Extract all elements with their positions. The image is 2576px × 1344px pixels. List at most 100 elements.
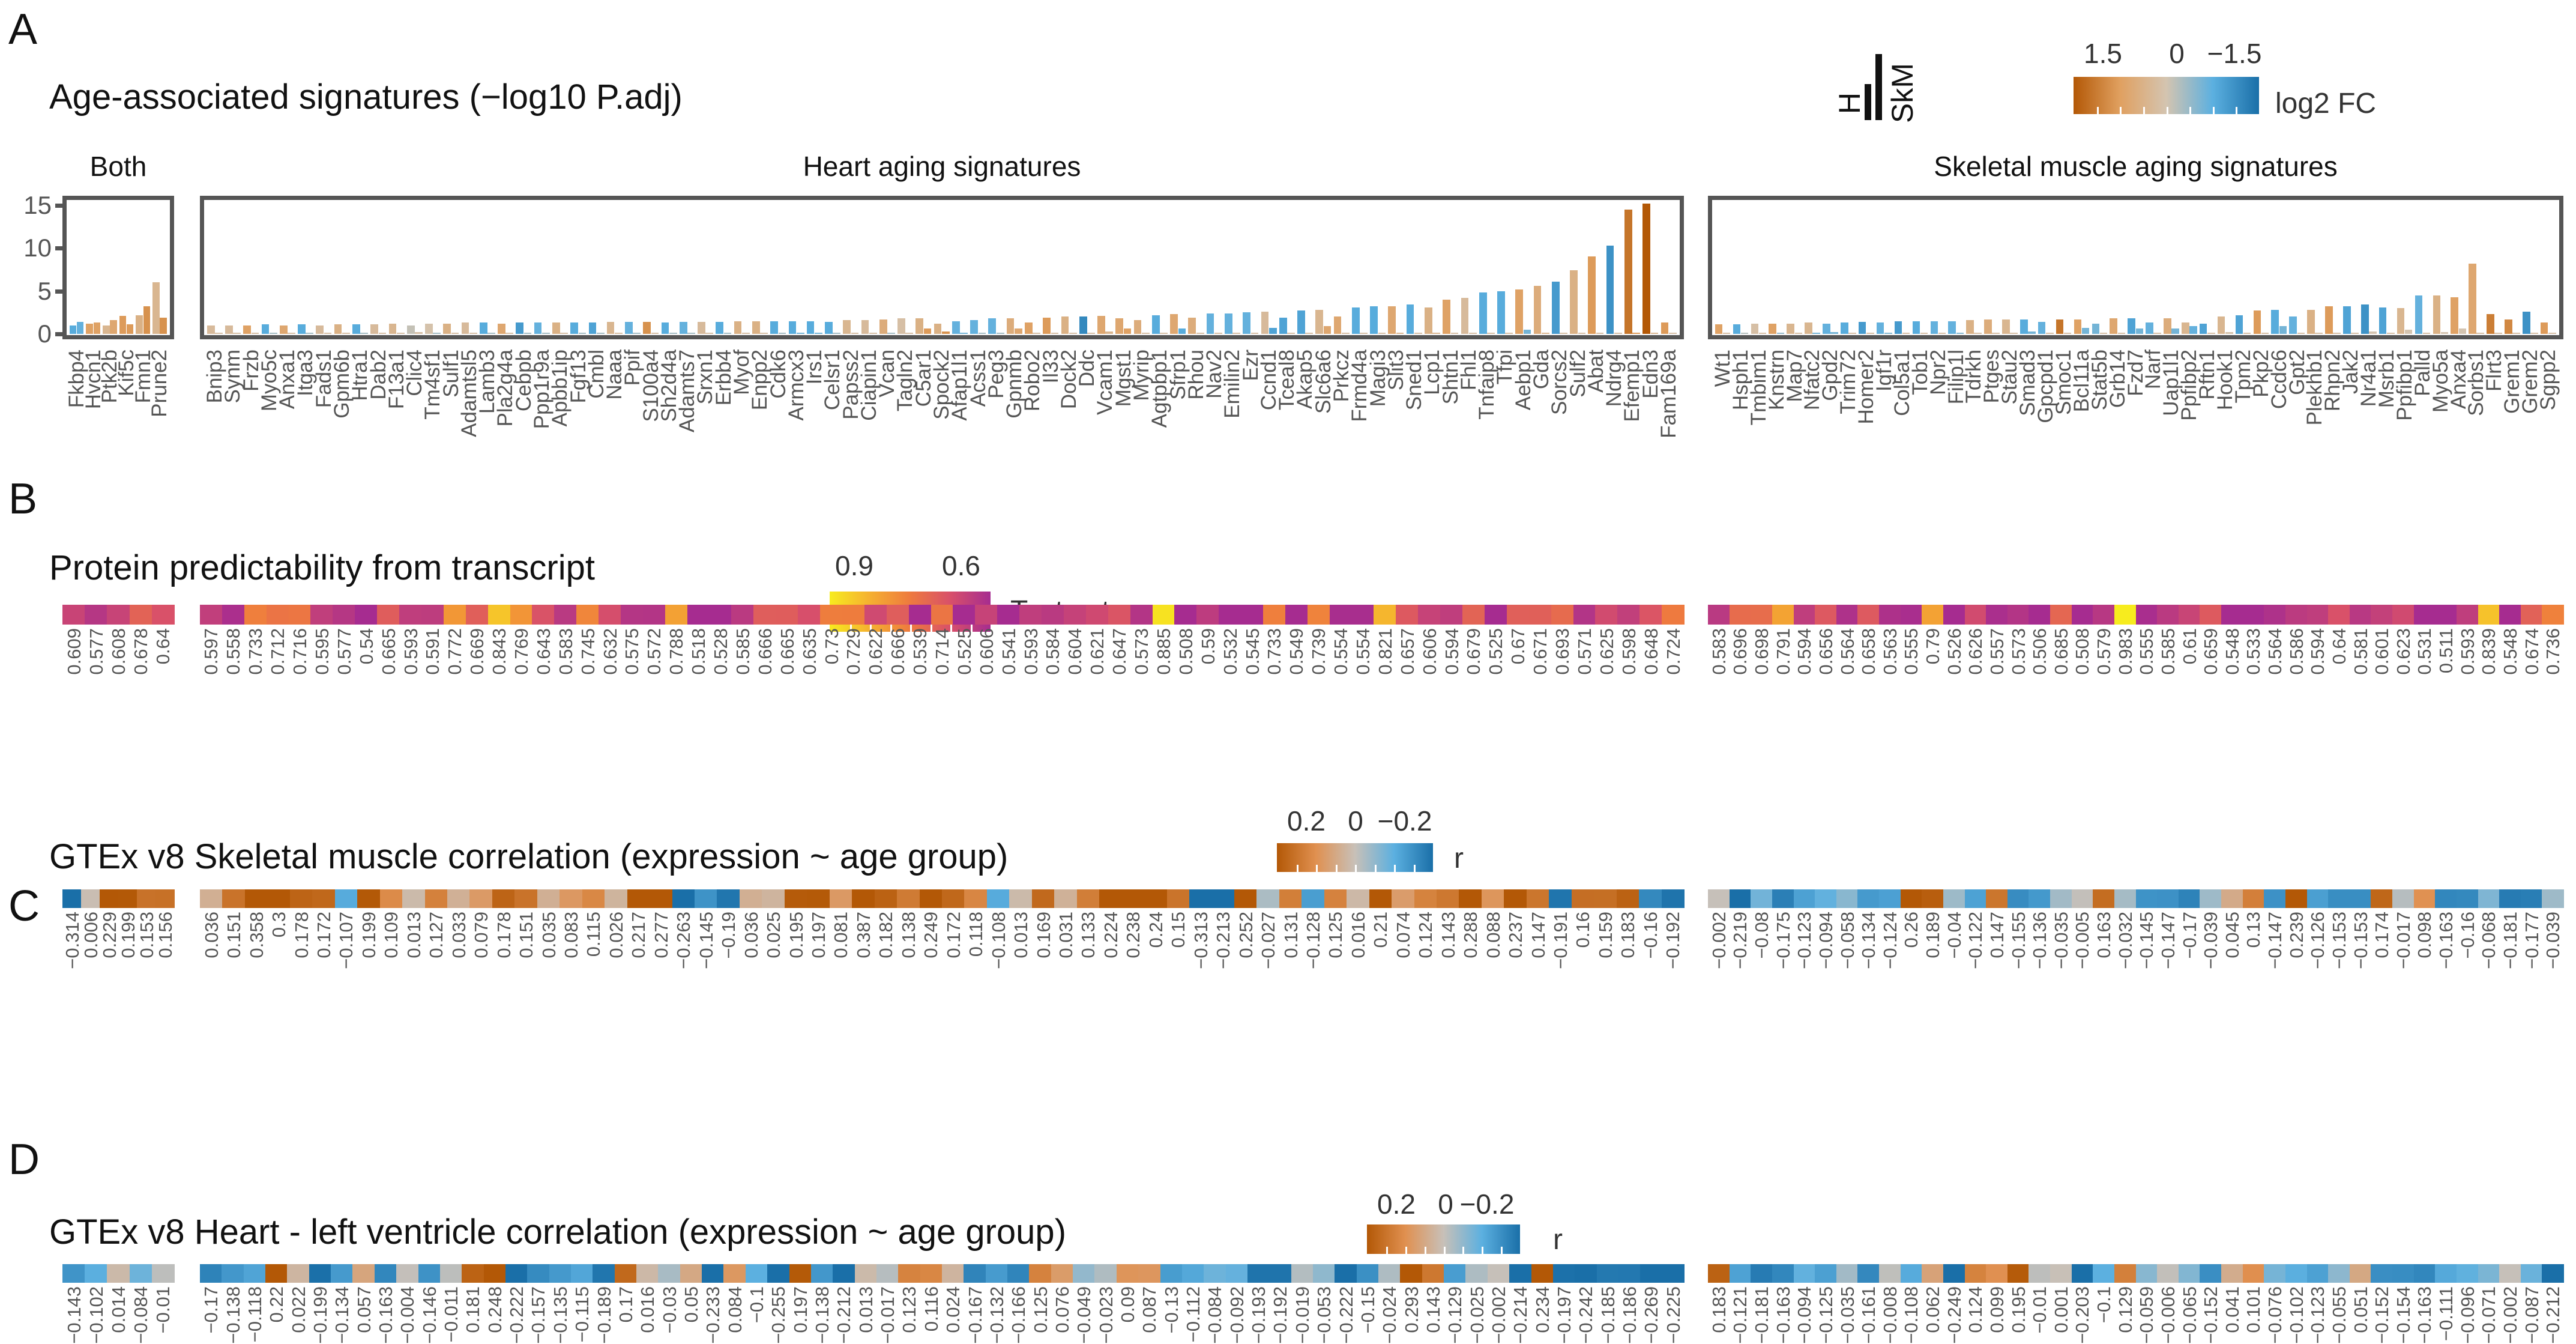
gtex-heart-r-value: 0.183 xyxy=(1708,1286,1730,1333)
protein-r-cell xyxy=(1815,605,1837,625)
gtex-skm-r-value: 0.143 xyxy=(1437,912,1459,958)
gtex-heart-r-value: −0.132 xyxy=(986,1286,1007,1344)
protein-r-cell xyxy=(1440,605,1463,625)
gtex-skm-r-value: 0.217 xyxy=(628,912,650,958)
gtex-heart-r-cell xyxy=(2050,1264,2072,1283)
protein-r-value: 0.554 xyxy=(1353,628,1374,675)
gtex-heart-r-value: 0.09 xyxy=(1117,1286,1138,1323)
gtex-skm-r-value: −0.039 xyxy=(2542,912,2564,969)
gtex-heart-r-value: 0.143 xyxy=(1422,1286,1444,1333)
gtex-heart-r-cell xyxy=(789,1264,812,1283)
gtex-skm-r-cell xyxy=(1751,889,1773,908)
gtex-skm-r-value: −0.124 xyxy=(1879,912,1901,969)
gtex-heart-r-cell xyxy=(658,1264,681,1283)
protein-r-value: 0.575 xyxy=(621,628,643,675)
bar-heart-Akap5 xyxy=(1297,310,1305,334)
bar-heart-Prune2 xyxy=(152,282,160,334)
protein-r-cell xyxy=(510,605,533,625)
gtex-heart-r-value: −0.163 xyxy=(375,1286,396,1344)
bar-heart-Col5a1 xyxy=(1902,333,1910,334)
bar-heart-Aebp1 xyxy=(1515,289,1524,334)
y-tick-label: 0 xyxy=(37,319,52,348)
protein-r-cell xyxy=(1964,605,1986,625)
protein-r-value: 0.608 xyxy=(108,628,129,675)
bar-heart-Filip1l xyxy=(1956,333,1964,334)
protein-r-value: 0.606 xyxy=(1419,628,1440,675)
gtex-skm-r-cell xyxy=(1943,889,1965,908)
bar-heart-Ppfibp1 xyxy=(2404,329,2413,334)
gtex-heart-r-cell xyxy=(129,1264,152,1283)
gtex-heart-r-value: −0.096 xyxy=(2457,1286,2478,1344)
gtex-skm-r-cell xyxy=(919,889,943,908)
bar-heart-Apbb1ip xyxy=(552,322,560,334)
legend-skm-bar xyxy=(1875,54,1882,120)
protein-r-cell xyxy=(2071,605,2093,625)
bar-skm-Mgst1 xyxy=(1123,328,1132,334)
bar-skm-Edn3 xyxy=(1650,333,1659,334)
gtex-heart-r-value: −0.17 xyxy=(201,1286,222,1334)
gtex-heart-r-cell xyxy=(1356,1264,1379,1283)
gtex-heart-r-cell xyxy=(527,1264,550,1283)
protein-r-value: 0.594 xyxy=(2307,628,2329,675)
gtex-skm-r-value: 0.147 xyxy=(1986,912,2007,958)
gtex-skm-r-value: 0.016 xyxy=(1347,912,1369,958)
bar-heart-Uap1l1 xyxy=(2171,328,2179,334)
gtex-skm-r-cell xyxy=(1986,889,2008,908)
bar-heart-Rhpn2 xyxy=(2333,333,2341,334)
bar-skm-Akap5 xyxy=(1305,333,1314,334)
gtex-heart-r-value: −0.135 xyxy=(549,1286,571,1344)
protein-r-cell xyxy=(1418,605,1441,625)
gtex-skm-r-value: 0.045 xyxy=(2221,912,2243,958)
protein-r-value: 0.61 xyxy=(2179,628,2200,665)
gtex-heart-r-value: −0.084 xyxy=(130,1286,152,1344)
gtex-heart-r-cell xyxy=(702,1264,725,1283)
bar-skm-Erbb4 xyxy=(723,333,732,334)
gtex-skm-r-cell xyxy=(2050,889,2072,908)
bar-skm-Ppp1r9a xyxy=(542,333,550,334)
r_heart-tick-mark xyxy=(1405,1247,1407,1254)
protein-r-cell xyxy=(532,605,555,625)
bar-heart-Ppif xyxy=(625,321,633,334)
gtex-heart-r-cell xyxy=(723,1264,746,1283)
gtex-heart-r-cell xyxy=(2435,1264,2457,1283)
gtex-heart-r-value: −0.129 xyxy=(1444,1286,1466,1344)
bar-heart-Ppfibp2 xyxy=(2189,326,2197,334)
gtex-skm-r-value: −0.027 xyxy=(1258,912,1279,969)
bar-skm-Ddc xyxy=(1087,333,1095,334)
bar-heart-Papss2 xyxy=(843,320,851,334)
bar-heart-Vcan xyxy=(879,319,887,334)
bar-heart-S100a4 xyxy=(643,321,651,334)
gtex-heart-r-value: −0.185 xyxy=(1597,1286,1618,1344)
bar-heart-Mgst1 xyxy=(1115,318,1124,334)
gtex-skm-r-cell xyxy=(874,889,897,908)
protein-r-value: 0.594 xyxy=(1794,628,1815,675)
gtex-skm-r-cell xyxy=(379,889,403,908)
gtex-heart-r-cell xyxy=(2178,1264,2200,1283)
gtex-skm-r-cell xyxy=(2285,889,2308,908)
bar-skm-Robo2 xyxy=(1033,333,1041,334)
gtex-skm-r-cell xyxy=(155,889,175,908)
bar-heart-C5ar1 xyxy=(915,318,924,334)
gtex-skm-r-cell xyxy=(1166,889,1190,908)
gtex-heart-r-cell xyxy=(1509,1264,1532,1283)
protein-r-cell xyxy=(2520,605,2542,625)
protein-r-cell xyxy=(1396,605,1419,625)
bar-skm-Plekhb1 xyxy=(2307,309,2315,334)
bar-skm-Flrt3 xyxy=(2487,314,2494,334)
fc-tick-mark xyxy=(2120,107,2122,114)
bar-heart-Stat5b xyxy=(2099,333,2108,334)
gtex-heart-r-cell xyxy=(418,1264,441,1283)
gtex-skm-r-cell xyxy=(582,889,605,908)
bar-skm-Sgpp2 xyxy=(2540,322,2548,334)
gtex-heart-r-value: −0.242 xyxy=(1575,1286,1597,1344)
gtex-heart-r-value: −0.055 xyxy=(2328,1286,2350,1344)
protein-r-cell xyxy=(1262,605,1286,625)
bar-skm-Ndrg4 xyxy=(1614,333,1622,334)
legend-h-label: H xyxy=(1833,92,1866,114)
gtex-heart-r-value: −0.203 xyxy=(2072,1286,2093,1344)
bar-skm-Sned1 xyxy=(1414,333,1422,334)
gtex-heart-r-cell xyxy=(1964,1264,1986,1283)
bar-skm-Hsph1 xyxy=(1733,324,1741,334)
gtex-skm-r-value: 0.159 xyxy=(1594,912,1616,958)
gtex-heart-r-value: −0.049 xyxy=(1073,1286,1095,1344)
